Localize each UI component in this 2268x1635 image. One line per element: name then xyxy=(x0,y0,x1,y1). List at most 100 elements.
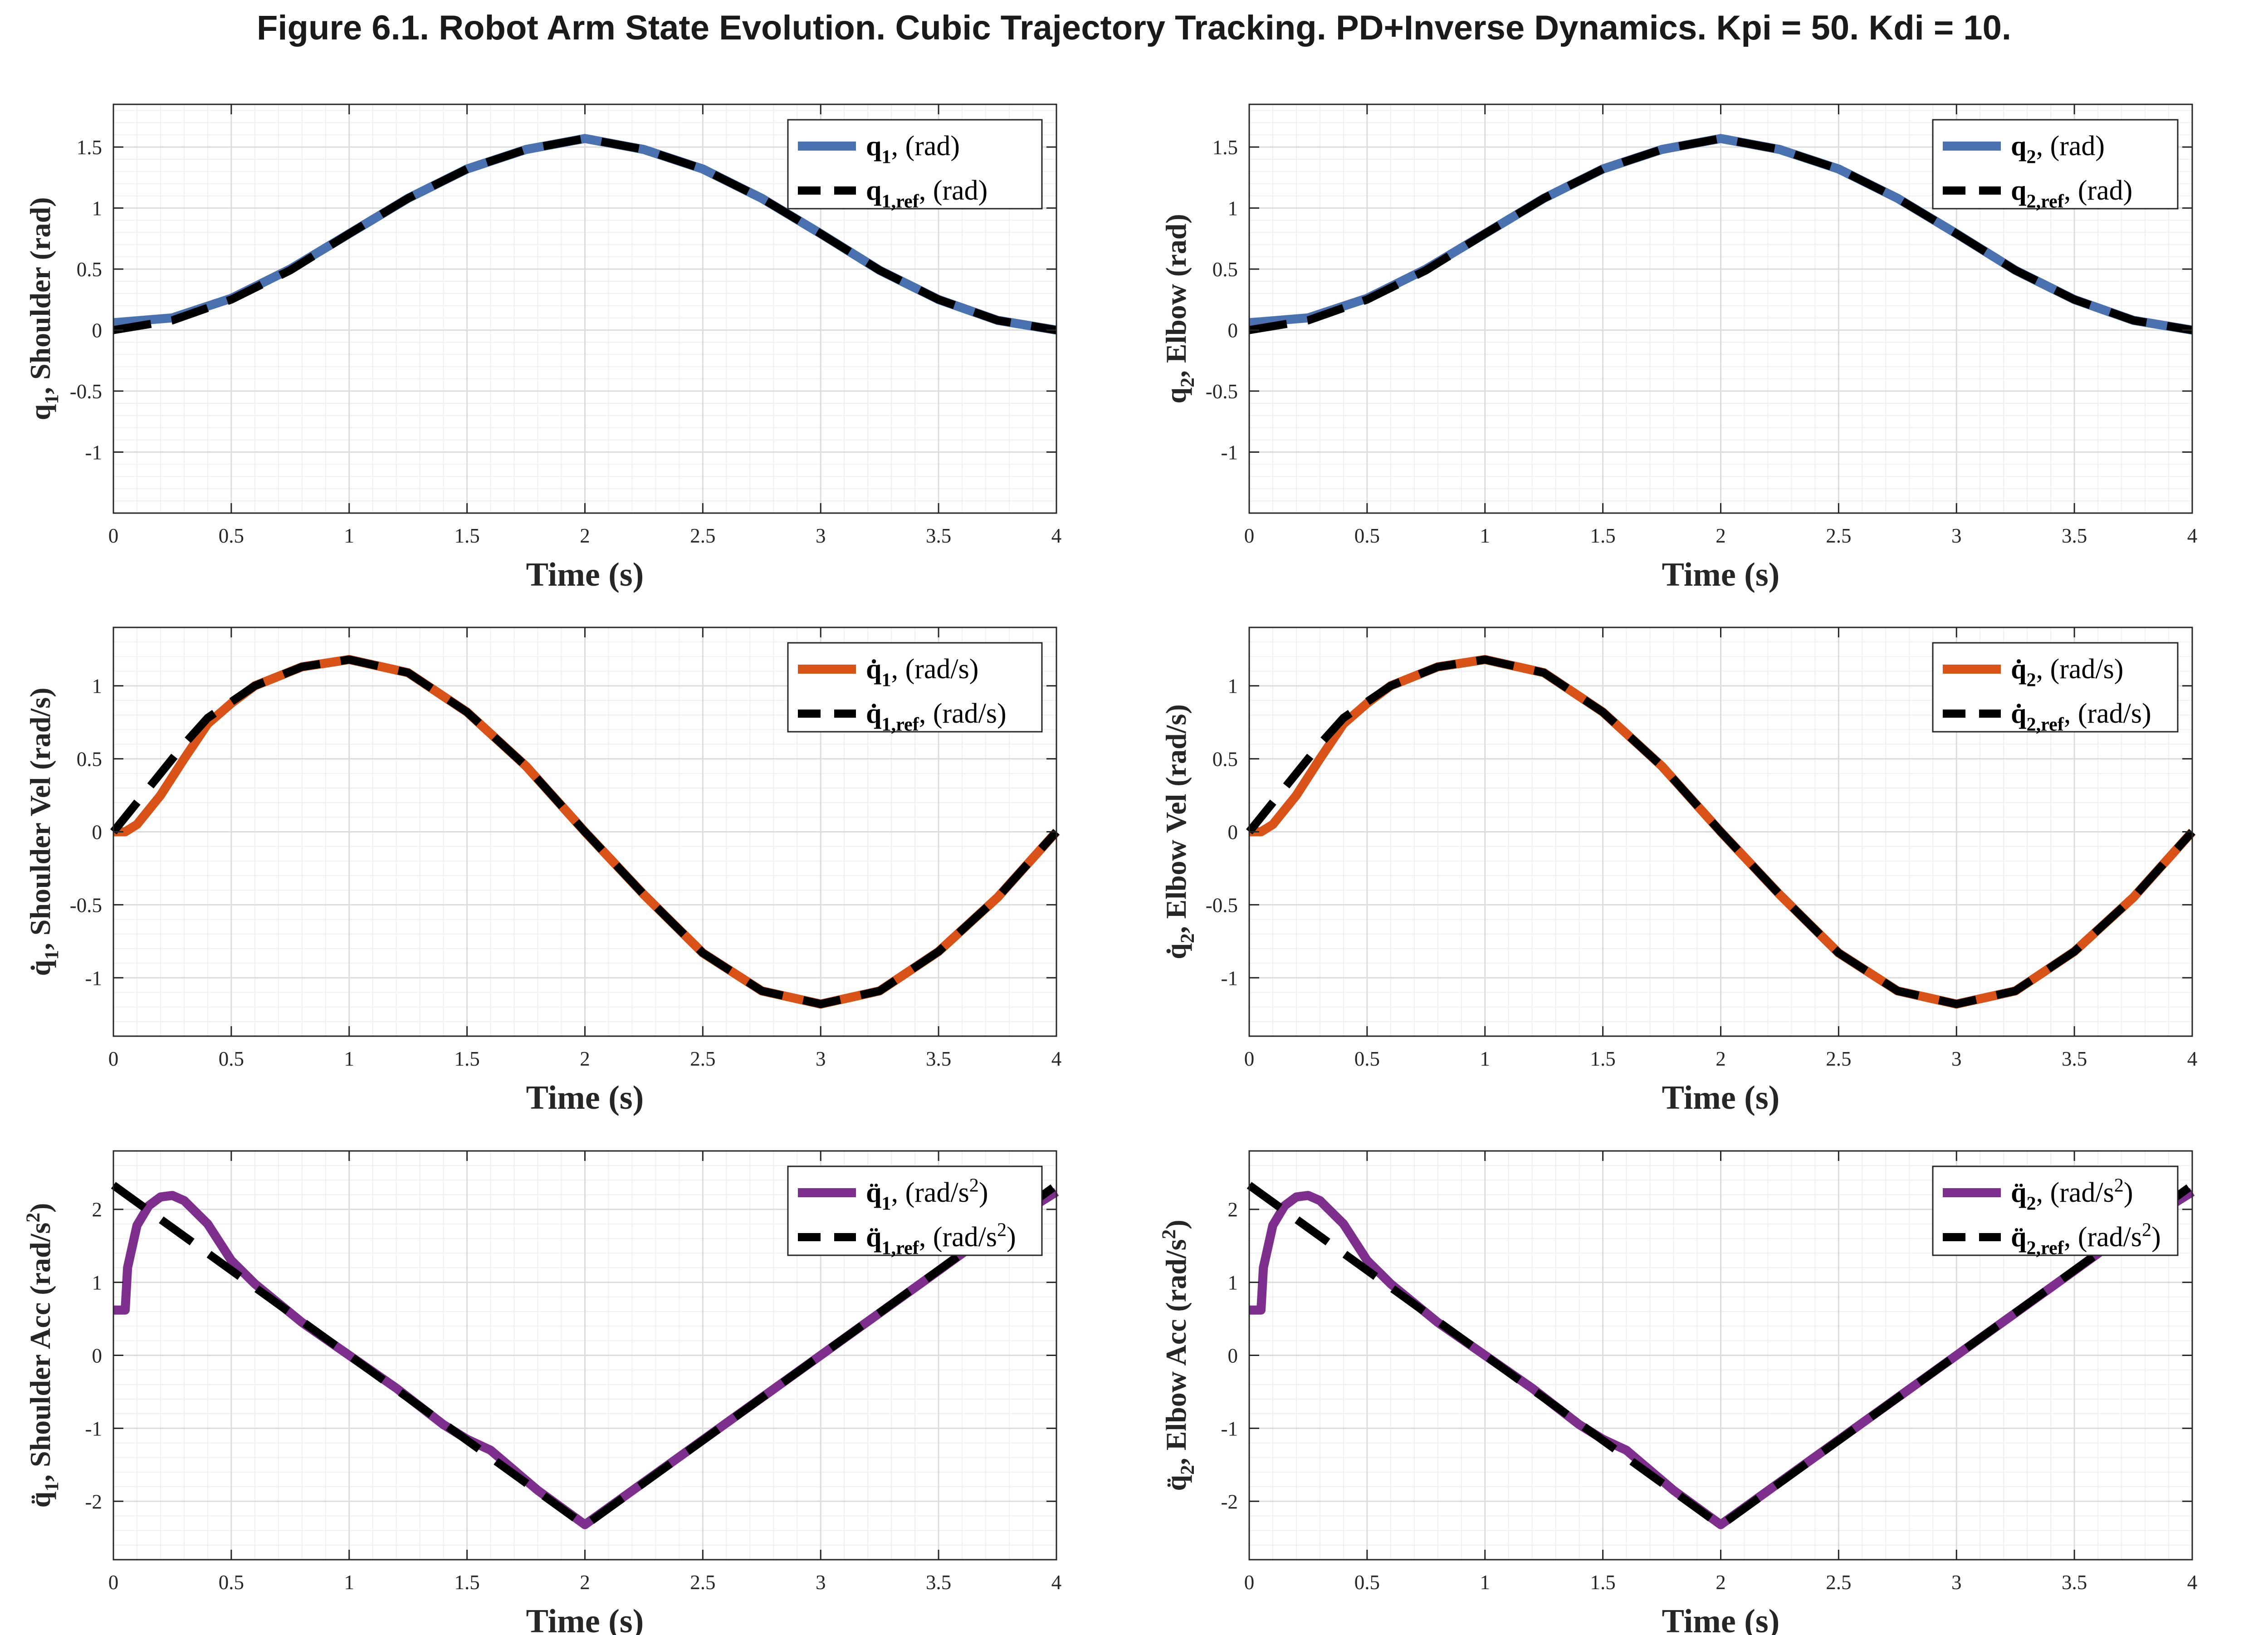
x-tick-label: 3 xyxy=(1951,524,1962,547)
x-tick-label: 0 xyxy=(108,1571,119,1594)
x-tick-label: 1 xyxy=(344,524,355,547)
y-axis-label: q̈1, Shoulder Acc (rad/s2) xyxy=(22,1203,63,1508)
y-tick-label: -1 xyxy=(85,967,103,989)
y-tick-label: 0.5 xyxy=(77,748,102,771)
x-tick-label: 1.5 xyxy=(1590,1571,1616,1594)
x-tick-label: 0.5 xyxy=(1354,1048,1380,1070)
y-tick-label: 1 xyxy=(1228,197,1238,220)
x-axis-label: Time (s) xyxy=(526,1603,644,1635)
y-tick-label: 1 xyxy=(92,675,103,698)
legend-entry: q1,ref, (rad) xyxy=(866,175,987,212)
x-tick-label: 0 xyxy=(1244,524,1255,547)
y-tick-label: 0.5 xyxy=(1212,748,1238,771)
shoulder-acceleration-chart: 0 0.5 1 1.5 2 2.5 3 3.5 4 -2 -1 0 1 2 Time (s) q̈1, Sho… xyxy=(22,1150,1061,1635)
x-tick-label: 0.5 xyxy=(219,524,244,547)
x-tick-label: 2 xyxy=(580,1571,590,1594)
x-tick-label: 1 xyxy=(344,1048,355,1070)
x-tick-label: 2 xyxy=(1716,1571,1726,1594)
x-tick-label: 1.5 xyxy=(455,524,480,547)
x-tick-label: 4 xyxy=(2187,524,2198,547)
y-axis-label: q̇1, Shoulder Vel (rad/s) xyxy=(24,688,63,976)
x-tick-label: 1 xyxy=(1480,1571,1491,1594)
elbow-position-chart: 0 0.5 1 1.5 2 2.5 3 3.5 4 -1 -0.5 0 0.5 1 1.5 Time (s) q… xyxy=(1160,103,2198,593)
x-tick-label: 0.5 xyxy=(219,1571,244,1594)
reference-series-line xyxy=(110,655,1060,1008)
y-tick-label: 0 xyxy=(92,821,103,844)
legend-box xyxy=(1932,119,2179,210)
legend-entry: q̇2, (rad/s) xyxy=(2011,654,2123,690)
x-tick-label: 0 xyxy=(108,1048,119,1070)
y-tick-label: 0 xyxy=(1228,319,1238,342)
x-tick-label: 1 xyxy=(1480,524,1491,547)
x-tick-label: 3.5 xyxy=(926,524,951,547)
y-tick-label: -0.5 xyxy=(70,380,102,403)
legend: q2, (rad) q2,ref, (rad) xyxy=(1932,119,2179,212)
x-tick-label: 4 xyxy=(2187,1571,2198,1594)
x-tick-label: 3 xyxy=(816,1048,826,1070)
legend-entry: q1, (rad) xyxy=(866,131,960,167)
y-tick-label: -1 xyxy=(1221,1417,1238,1440)
reference-series-line xyxy=(1246,1182,2195,1530)
x-tick-label: 0.5 xyxy=(219,1048,244,1070)
x-axis-label: Time (s) xyxy=(1662,556,1780,593)
x-tick-label: 2.5 xyxy=(1826,524,1851,547)
legend-entry: q̈1,ref, (rad/s2) xyxy=(866,1219,1016,1259)
x-tick-label: 3.5 xyxy=(2062,1048,2087,1070)
y-axis-label: q1, Shoulder (rad) xyxy=(24,197,63,421)
legend: q̈1, (rad/s2) q̈1,ref, (rad/s2) xyxy=(787,1165,1043,1259)
y-tick-label: 0.5 xyxy=(1212,258,1238,281)
y-tick-label: -0.5 xyxy=(70,894,102,916)
legend-box xyxy=(1932,1165,2179,1256)
reference-series-line xyxy=(1246,655,2195,1008)
y-tick-label: 2 xyxy=(1228,1199,1238,1221)
x-tick-label: 3.5 xyxy=(2062,1571,2087,1594)
x-tick-label: 1.5 xyxy=(1590,524,1616,547)
y-tick-label: 1.5 xyxy=(77,136,102,159)
measured-series-line xyxy=(113,655,1060,1009)
y-tick-label: -1 xyxy=(85,1417,103,1440)
x-tick-label: 1 xyxy=(1480,1048,1491,1070)
elbow-velocity-chart: 0 0.5 1 1.5 2 2.5 3 3.5 4 -1 -0.5 0 0.5 1 Time (s) q̇2,… xyxy=(1160,627,2197,1116)
y-tick-label: 0.5 xyxy=(77,258,102,281)
x-tick-label: 1.5 xyxy=(455,1048,480,1070)
legend-box xyxy=(787,642,1043,733)
y-tick-label: -1 xyxy=(85,441,103,464)
legend: q1, (rad) q1,ref, (rad) xyxy=(787,119,1043,212)
x-tick-label: 1.5 xyxy=(1590,1048,1616,1070)
x-tick-label: 2.5 xyxy=(1826,1048,1851,1070)
legend-entry: q̇1, (rad/s) xyxy=(866,654,978,690)
y-tick-label: 0 xyxy=(92,1345,103,1367)
x-tick-label: 0.5 xyxy=(1354,524,1380,547)
x-tick-label: 0 xyxy=(108,524,119,547)
x-tick-label: 0.5 xyxy=(1354,1571,1380,1594)
x-tick-label: 2.5 xyxy=(690,1048,715,1070)
shoulder-position-chart: 0 0.5 1 1.5 2 2.5 3 3.5 4 -1 -0.5 0 0.5 1 1.5 Time (s) q… xyxy=(24,103,1061,593)
x-tick-label: 3 xyxy=(816,1571,826,1594)
legend: q̇2, (rad/s) q̇2,ref, (rad/s) xyxy=(1932,642,2179,735)
x-tick-label: 1 xyxy=(344,1571,355,1594)
x-tick-label: 3.5 xyxy=(2062,524,2087,547)
y-tick-label: 1 xyxy=(92,1272,103,1294)
shoulder-velocity-chart: 0 0.5 1 1.5 2 2.5 3 3.5 4 -1 -0.5 0 0.5 1 Time (s) q̇1,… xyxy=(24,627,1061,1116)
x-axis-label: Time (s) xyxy=(526,556,644,593)
x-tick-label: 0 xyxy=(1244,1048,1255,1070)
legend-entry: q̈2, (rad/s2) xyxy=(2011,1175,2133,1214)
x-tick-label: 2 xyxy=(1716,1048,1726,1070)
reference-series-line xyxy=(111,1182,1059,1530)
x-tick-label: 2 xyxy=(1716,524,1726,547)
y-tick-label: -0.5 xyxy=(1206,380,1238,403)
x-tick-label: 3 xyxy=(1951,1571,1962,1594)
legend-entry: q̇2,ref, (rad/s) xyxy=(2011,698,2151,735)
y-tick-label: 0 xyxy=(92,319,103,342)
y-axis-label: q̇2, Elbow Vel (rad/s) xyxy=(1160,704,1198,959)
y-tick-label: -1 xyxy=(1221,441,1238,464)
x-tick-label: 2.5 xyxy=(690,524,715,547)
x-tick-label: 2 xyxy=(580,524,590,547)
x-tick-label: 0 xyxy=(1244,1571,1255,1594)
x-tick-label: 3.5 xyxy=(926,1571,951,1594)
reference-series-line xyxy=(112,134,1057,334)
x-axis-label: Time (s) xyxy=(1662,1079,1780,1116)
y-tick-label: -0.5 xyxy=(1206,894,1238,916)
y-tick-label: -2 xyxy=(1221,1490,1238,1513)
reference-series-line xyxy=(1248,134,2193,334)
